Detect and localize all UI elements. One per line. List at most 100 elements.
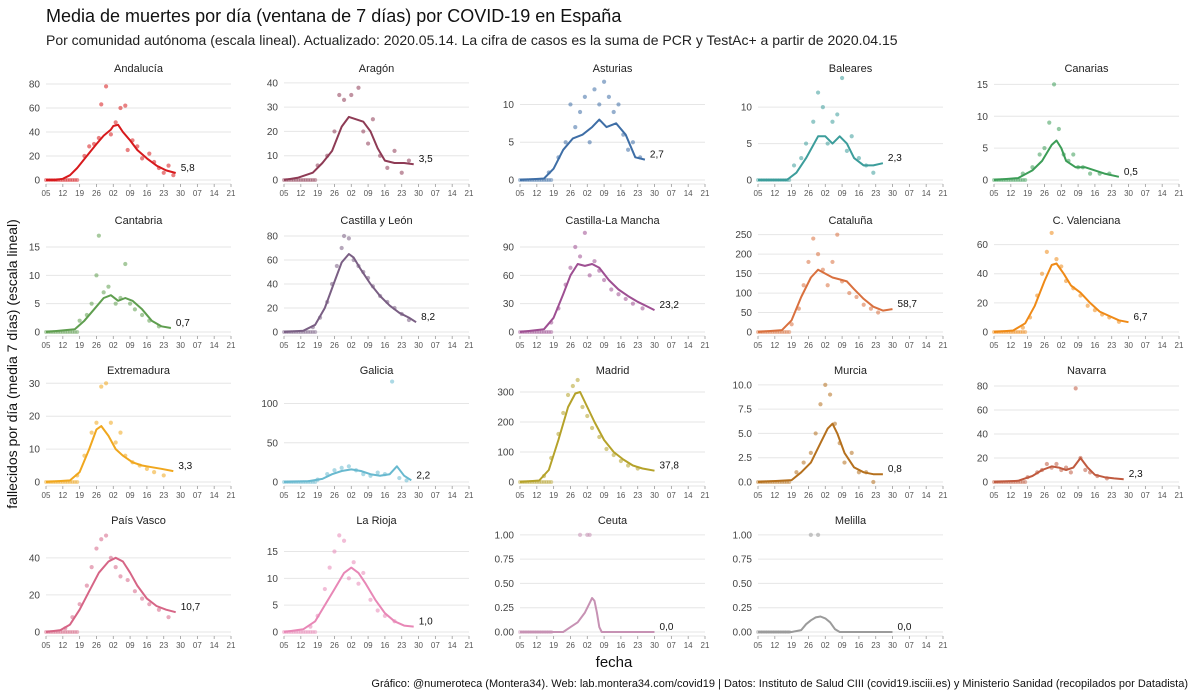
y-tick-label: 0.75 — [733, 555, 753, 566]
data-point — [75, 480, 80, 484]
y-tick-label: 80 — [977, 382, 989, 393]
x-tick-label: 26 — [566, 189, 575, 198]
x-tick-label: 07 — [905, 641, 914, 650]
data-point — [89, 430, 94, 435]
data-point — [549, 178, 554, 182]
trend-line — [45, 294, 172, 333]
data-point — [1016, 330, 1021, 334]
last-value-label: 0,0 — [898, 622, 912, 633]
y-tick-label: 50 — [741, 308, 753, 319]
x-tick-label: 09 — [126, 341, 135, 350]
x-tick-label: 05 — [516, 189, 525, 198]
x-tick-label: 07 — [667, 341, 676, 350]
data-point — [546, 330, 551, 334]
y-tick-label: 150 — [735, 269, 752, 280]
data-point — [570, 383, 575, 389]
data-point — [568, 265, 573, 270]
x-tick-label: 09 — [126, 641, 135, 650]
y-tick-label: 40 — [267, 78, 279, 89]
trend-line — [283, 253, 417, 333]
last-value-label: 8,2 — [421, 312, 435, 323]
x-tick-label: 07 — [667, 491, 676, 500]
x-tick-label: 05 — [280, 189, 289, 198]
y-tick-label: 0 — [34, 478, 40, 489]
data-point — [791, 163, 797, 168]
panel-title: Baleares — [829, 63, 873, 75]
y-tick-label: 20 — [267, 304, 279, 315]
data-point — [823, 382, 828, 387]
panel-andaluc-a: Andalucía 0 20 40 60 80 05 12 19 26 02 09 16 23 30 07 14… — [29, 63, 236, 198]
data-point — [306, 330, 311, 334]
data-point — [813, 431, 818, 436]
x-tick-label: 16 — [142, 189, 151, 198]
x-tick-label: 05 — [280, 491, 289, 500]
x-tick-label: 21 — [701, 341, 710, 350]
data-point — [592, 87, 597, 92]
data-point — [876, 310, 881, 315]
data-point — [341, 233, 347, 239]
data-point — [108, 132, 113, 137]
x-tick-label: 23 — [159, 189, 168, 198]
panel-title: Murcia — [834, 365, 868, 377]
y-tick-label: 250 — [735, 230, 752, 241]
x-tick-label: 23 — [159, 491, 168, 500]
x-tick-label: 21 — [227, 641, 236, 650]
data-point — [825, 283, 830, 288]
data-point — [1049, 230, 1054, 236]
x-tick-label: 23 — [633, 189, 642, 198]
x-tick-label: 21 — [227, 491, 236, 500]
data-point — [161, 473, 166, 478]
x-tick-label: 19 — [1023, 189, 1032, 198]
last-value-label: 1,0 — [419, 617, 433, 628]
data-point — [871, 170, 876, 175]
x-tick-label: 02 — [583, 641, 592, 650]
x-tick-label: 23 — [1107, 189, 1116, 198]
data-point — [404, 478, 409, 483]
data-point — [334, 263, 339, 269]
y-tick-label: 40 — [977, 269, 989, 280]
data-point — [72, 480, 77, 484]
x-tick-label: 14 — [1158, 491, 1167, 500]
data-point — [794, 470, 799, 475]
x-tick-label: 14 — [448, 491, 457, 500]
panel-ceuta: Ceuta 0.00 0.25 0.50 0.75 1.00 05 12 19 26 02 09 16 2… — [495, 515, 710, 650]
x-tick-label: 30 — [888, 641, 897, 650]
y-tick-label: 5 — [746, 139, 752, 150]
data-point — [801, 460, 806, 465]
data-point — [89, 301, 94, 306]
panel-title: Navarra — [1067, 365, 1107, 377]
y-tick-label: 10 — [977, 112, 989, 123]
y-tick-label: 20 — [29, 412, 41, 423]
y-tick-label: 90 — [503, 243, 515, 254]
data-point — [68, 178, 73, 182]
y-tick-label: 0 — [34, 176, 40, 187]
y-tick-label: 0.50 — [733, 579, 753, 590]
data-point — [1013, 330, 1018, 334]
x-tick-label: 09 — [600, 341, 609, 350]
data-point — [1068, 470, 1073, 475]
data-point — [565, 392, 571, 398]
x-tick-label: 14 — [210, 189, 219, 198]
x-tick-label: 23 — [397, 491, 406, 500]
data-point — [839, 75, 845, 81]
x-tick-label: 16 — [854, 491, 863, 500]
x-tick-label: 30 — [176, 189, 185, 198]
x-tick-label: 05 — [990, 341, 999, 350]
y-tick-label: 40 — [977, 430, 989, 441]
y-tick-label: 60 — [503, 271, 515, 282]
x-tick-label: 30 — [650, 641, 659, 650]
x-tick-label: 26 — [804, 641, 813, 650]
x-tick-label: 30 — [176, 641, 185, 650]
data-point — [397, 475, 402, 481]
y-tick-label: 0 — [272, 478, 278, 489]
data-point — [630, 301, 636, 306]
data-point — [375, 470, 380, 475]
y-tick-label: 30 — [503, 299, 515, 310]
y-tick-label: 60 — [977, 406, 989, 417]
y-tick-label: 7.5 — [738, 405, 752, 416]
trend-line — [993, 139, 1120, 181]
last-value-label: 2,3 — [888, 153, 902, 164]
x-tick-label: 21 — [939, 491, 948, 500]
